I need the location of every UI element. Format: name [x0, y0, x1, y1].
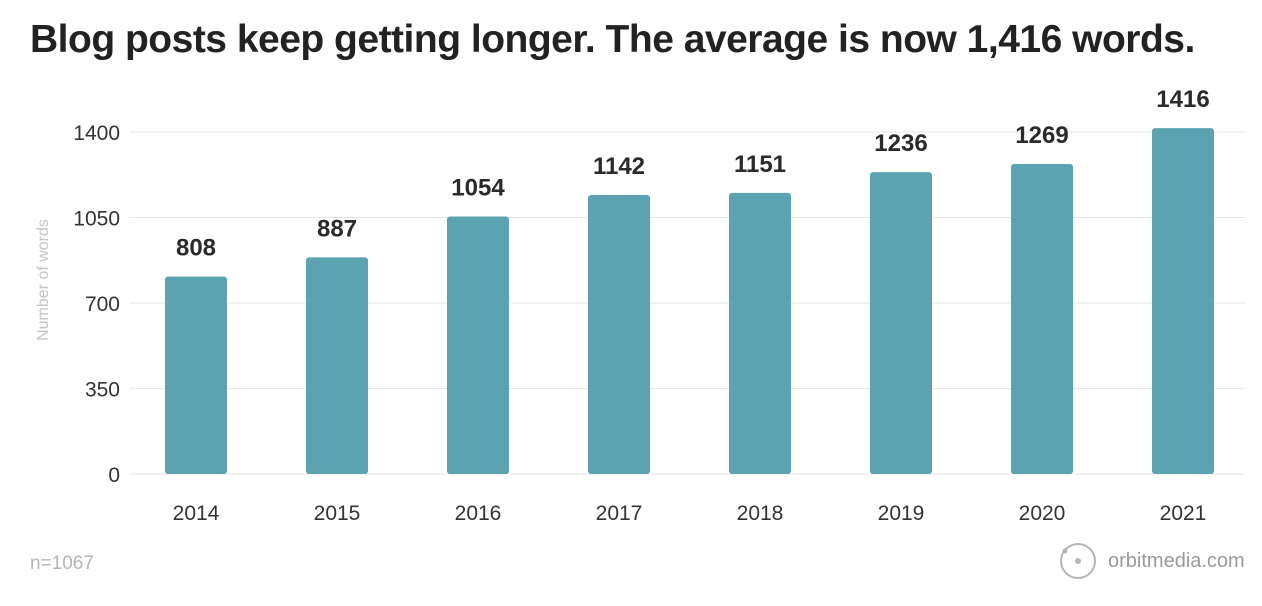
y-tick-label: 0 — [108, 464, 120, 487]
brand-mark[interactable]: orbitmedia.com — [1058, 541, 1245, 581]
bar-2019 — [870, 172, 932, 474]
data-label: 1142 — [593, 153, 645, 180]
x-tick-label: 2015 — [314, 502, 361, 525]
x-tick-label: 2014 — [173, 502, 220, 525]
bars — [165, 128, 1214, 475]
orbit-logo-icon — [1060, 543, 1096, 579]
x-tick-label: 2017 — [596, 502, 643, 525]
x-axis-ticks: 2014 2015 2016 2017 2018 2019 2020 2021 — [173, 502, 1207, 525]
y-tick-label: 700 — [85, 293, 120, 316]
data-label: 1269 — [1015, 122, 1068, 149]
y-axis-ticks: 0 350 700 1050 1400 — [73, 122, 120, 487]
bar-2020 — [1011, 164, 1073, 474]
data-label: 1416 — [1156, 86, 1209, 113]
y-axis-label: Number of words — [35, 219, 52, 341]
bar-2016 — [447, 216, 509, 474]
sample-size-note: n=1067 — [30, 553, 94, 574]
bar-2014 — [165, 276, 227, 474]
data-labels: 808 887 1054 1142 1151 1236 1269 1416 — [176, 86, 1210, 262]
y-tick-label: 1050 — [73, 208, 120, 231]
y-tick-label: 1400 — [73, 122, 120, 145]
x-tick-label: 2020 — [1019, 502, 1066, 525]
bar-2015 — [306, 257, 368, 474]
x-tick-label: 2018 — [737, 502, 784, 525]
x-tick-label: 2019 — [878, 502, 925, 525]
bar-2021 — [1152, 128, 1214, 474]
y-tick-label: 350 — [85, 379, 120, 402]
data-label: 1151 — [734, 151, 786, 178]
x-tick-label: 2021 — [1160, 502, 1207, 525]
bar-2018 — [729, 192, 791, 474]
data-label: 808 — [176, 235, 216, 262]
data-label: 1054 — [451, 175, 505, 202]
data-label: 1236 — [874, 130, 927, 157]
chart-title: Blog posts keep getting longer. The aver… — [30, 18, 1195, 61]
data-label: 887 — [317, 215, 357, 242]
bar-2017 — [588, 195, 650, 475]
brand-name: orbitmedia.com — [1108, 549, 1245, 572]
gridlines — [130, 131, 1245, 475]
x-tick-label: 2016 — [455, 502, 502, 525]
